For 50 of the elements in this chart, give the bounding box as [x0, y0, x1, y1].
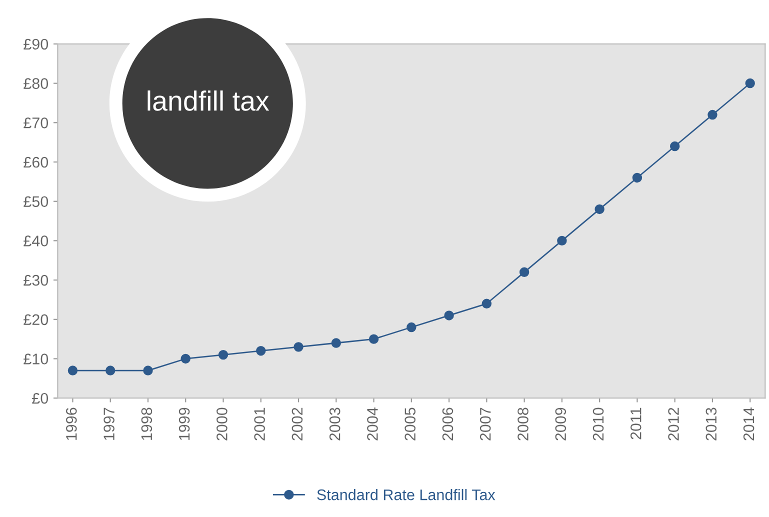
- x-tick-label: 2001: [254, 408, 265, 440]
- point: [632, 172, 642, 183]
- x-tick-label: 2004: [367, 408, 378, 440]
- x-tick-label: 2005: [404, 408, 416, 440]
- y-tick-label: £20: [24, 314, 48, 326]
- point: [256, 346, 266, 356]
- point: [444, 310, 454, 320]
- y-tick-label: £80: [24, 78, 48, 89]
- x-tick-label: 1997: [104, 408, 114, 440]
- x-tick-label: 2007: [480, 408, 491, 440]
- point: [218, 350, 228, 360]
- point: [745, 78, 755, 88]
- x-tick-label: 1996: [66, 408, 77, 440]
- point: [557, 236, 567, 246]
- x-tick-label: 2012: [668, 408, 679, 440]
- x-tick-label: 2000: [216, 408, 228, 440]
- y-tick-label: £0: [32, 392, 48, 404]
- y-tick-label: £70: [24, 118, 48, 128]
- point: [68, 366, 78, 376]
- x-tick-label: 2008: [518, 408, 528, 440]
- point: [708, 110, 718, 120]
- y-tick-label: £10: [24, 354, 48, 364]
- x-tick-label: 1999: [178, 408, 190, 440]
- x-tick-label: 2014: [743, 408, 754, 440]
- x-tick-label: 2006: [442, 408, 454, 440]
- point: [180, 354, 190, 364]
- x-tick-label: 2011: [630, 408, 642, 440]
- y-tick-label: £90: [24, 38, 48, 50]
- text: landfill tax: [148, 90, 270, 111]
- x-tick-label: 2009: [555, 408, 566, 440]
- point: [331, 338, 342, 348]
- x-tick-label: 1998: [141, 408, 152, 440]
- point: [482, 298, 492, 309]
- point: [294, 342, 304, 352]
- x-tick-label: 2003: [329, 408, 340, 440]
- y-tick-label: £60: [24, 156, 48, 168]
- x-tick-label: 2010: [592, 408, 604, 440]
- point: [594, 204, 604, 214]
- point: [406, 322, 416, 332]
- legend-label: Standard Rate Landfill Tax: [317, 489, 496, 500]
- point: [143, 366, 153, 376]
- x-tick-label: 2002: [292, 408, 303, 440]
- point: [519, 267, 530, 278]
- point: [368, 334, 379, 344]
- y-tick-label: £30: [24, 274, 48, 286]
- x-tick-label: 2013: [706, 408, 717, 440]
- point: [106, 366, 116, 376]
- y-tick-label: £40: [24, 236, 48, 246]
- y-tick-label: £50: [24, 196, 48, 208]
- point: [670, 141, 680, 152]
